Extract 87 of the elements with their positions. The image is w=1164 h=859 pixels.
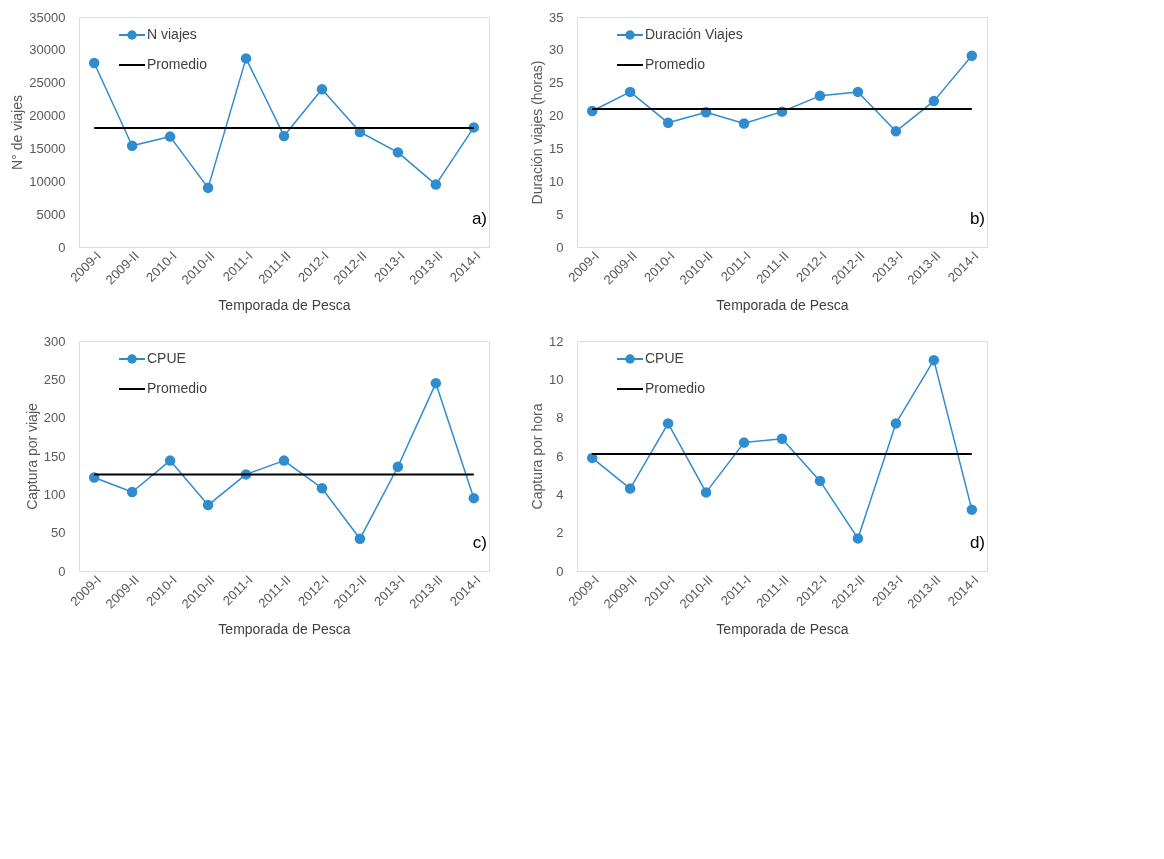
y-tick-label: 250 xyxy=(43,371,66,387)
y-tick-label: 200 xyxy=(43,410,66,426)
y-axis-title: Duración viajes (horas) xyxy=(529,60,546,205)
legend-label: Promedio xyxy=(645,380,706,396)
point xyxy=(662,117,674,129)
y-tick-label: 10 xyxy=(549,173,564,189)
point xyxy=(202,182,214,194)
point xyxy=(852,533,864,544)
point xyxy=(126,140,138,152)
y-tick-label: 10 xyxy=(549,371,564,387)
point xyxy=(928,354,940,366)
y-tick-label: 4 xyxy=(556,486,564,502)
point xyxy=(586,452,598,464)
point xyxy=(738,437,750,448)
point xyxy=(738,118,750,129)
point xyxy=(202,499,214,511)
point xyxy=(776,433,788,444)
point xyxy=(890,418,902,429)
point xyxy=(624,86,636,98)
y-axis-title: Captura por viaje xyxy=(23,402,40,510)
point xyxy=(278,130,290,142)
legend-label: Promedio xyxy=(645,56,706,72)
y-tick-label: 2 xyxy=(556,525,564,541)
point xyxy=(966,50,978,62)
point xyxy=(164,131,176,142)
point xyxy=(126,486,138,498)
point xyxy=(662,418,674,429)
annotation: c) xyxy=(472,533,487,552)
y-tick-label: 15000 xyxy=(29,140,66,156)
y-tick-label: 20000 xyxy=(29,108,66,124)
y-tick-label: 0 xyxy=(58,239,66,255)
point xyxy=(624,483,636,494)
point xyxy=(240,53,252,64)
y-tick-label: 5 xyxy=(556,206,564,222)
annotation: b) xyxy=(969,209,985,228)
y-tick-label: 100 xyxy=(43,486,66,502)
point xyxy=(430,377,442,389)
y-tick-label: 6 xyxy=(556,448,564,464)
point xyxy=(814,475,826,487)
legend-label: N viajes xyxy=(147,26,197,42)
y-tick-label: 20 xyxy=(549,108,564,124)
annotation: d) xyxy=(969,533,985,552)
legend-label: Promedio xyxy=(147,56,208,72)
y-tick-label: 25 xyxy=(549,75,564,91)
legend-label: Duración Viajes xyxy=(645,26,743,42)
point xyxy=(278,455,290,466)
y-tick-label: 35 xyxy=(549,9,564,25)
x-axis-title: Temporada de Pesca xyxy=(716,621,849,638)
y-tick-label: 30000 xyxy=(29,42,66,58)
point xyxy=(468,492,480,504)
point xyxy=(392,461,404,472)
point xyxy=(928,95,940,107)
point xyxy=(354,533,366,545)
point xyxy=(966,504,978,515)
point xyxy=(814,90,826,102)
legend-label: CPUE xyxy=(147,350,186,366)
y-tick-label: 12 xyxy=(549,333,564,349)
y-tick-label: 0 xyxy=(58,563,66,579)
point xyxy=(392,147,404,158)
y-tick-label: 50 xyxy=(51,525,66,541)
x-axis-title: Temporada de Pesca xyxy=(218,621,351,638)
point xyxy=(700,487,712,498)
point xyxy=(164,455,176,466)
y-tick-label: 0 xyxy=(556,563,564,579)
y-tick-label: 35000 xyxy=(29,9,66,25)
y-axis-title: Captura por hora xyxy=(529,403,546,510)
y-tick-label: 300 xyxy=(43,333,66,349)
point xyxy=(88,57,100,69)
annotation: a) xyxy=(471,209,487,228)
y-tick-label: 10000 xyxy=(29,173,66,189)
point xyxy=(852,86,864,98)
point xyxy=(430,179,442,190)
legend-label: Promedio xyxy=(147,380,208,396)
y-tick-label: 150 xyxy=(43,448,66,464)
x-axis-title: Temporada de Pesca xyxy=(218,297,351,314)
y-tick-label: 30 xyxy=(549,42,564,58)
y-tick-label: 5000 xyxy=(36,206,66,222)
x-axis-title: Temporada de Pesca xyxy=(716,297,849,314)
point xyxy=(316,482,328,494)
y-tick-label: 25000 xyxy=(29,75,66,91)
point xyxy=(890,126,902,137)
y-tick-label: 8 xyxy=(556,410,564,426)
y-axis-title: N° de viajes xyxy=(9,95,26,170)
legend-label: CPUE xyxy=(645,350,684,366)
y-tick-label: 0 xyxy=(556,239,564,255)
y-tick-label: 15 xyxy=(549,140,564,156)
point xyxy=(316,84,328,95)
